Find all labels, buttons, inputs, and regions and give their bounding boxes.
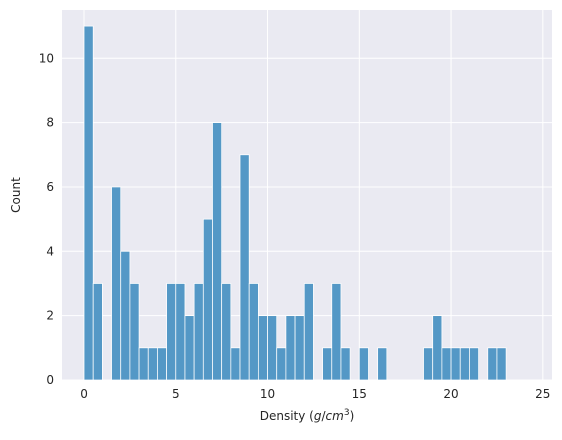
y-tick-label: 2: [46, 309, 54, 323]
x-axis-label-unit-g: g: [314, 409, 322, 423]
histogram-bar: [248, 283, 259, 381]
histogram-bar: [377, 347, 388, 381]
histogram-bar: [212, 122, 223, 381]
histogram-bar: [276, 347, 287, 381]
histogram-bar: [322, 347, 333, 381]
histogram-bar: [432, 315, 443, 381]
histogram-bar: [157, 347, 167, 381]
histogram-bar: [487, 347, 498, 381]
histogram-bar: [166, 283, 177, 381]
y-tick-label: 8: [46, 116, 54, 130]
histogram-bar: [340, 347, 351, 381]
y-axis-label: Count: [9, 177, 23, 213]
tick-labels: 0 5 10 15 20 25 0 2 4 6 8 10: [39, 51, 551, 401]
x-axis-label-prefix: Density (: [260, 409, 314, 423]
histogram-bar: [120, 250, 131, 381]
histogram-bar: [294, 315, 305, 381]
x-tick-label: 5: [172, 387, 180, 401]
grid-lines: [62, 10, 552, 381]
histogram-bar: [450, 347, 461, 381]
histogram-bar: [184, 315, 195, 381]
histogram-bar: [303, 283, 314, 381]
histogram-bar: [92, 283, 103, 381]
x-axis-label-suffix: ): [350, 409, 355, 423]
x-axis-label-slash: /: [321, 409, 326, 423]
histogram-bar: [83, 25, 94, 381]
histogram-bar: [193, 283, 204, 381]
histogram-bar: [423, 347, 434, 381]
histogram-bar: [358, 347, 369, 381]
bars: [83, 25, 507, 381]
x-tick-label: 0: [80, 387, 88, 401]
histogram-bar: [469, 347, 479, 381]
histogram-bar: [221, 283, 232, 381]
x-axis-label-exponent: 3: [344, 408, 350, 418]
x-axis-label-unit-cm: cm: [326, 409, 344, 423]
histogram-bar: [111, 186, 122, 381]
x-tick-label: 20: [443, 387, 458, 401]
y-tick-label: 10: [39, 51, 54, 65]
y-tick-label: 4: [46, 244, 54, 258]
histogram-bar: [202, 218, 213, 381]
histogram-bar: [267, 315, 278, 381]
y-tick-label: 0: [46, 373, 54, 387]
histogram-bar: [175, 283, 186, 381]
histogram-bar: [129, 283, 140, 381]
histogram-bar: [230, 347, 241, 381]
histogram-bar: [147, 347, 158, 381]
histogram-bar: [459, 347, 470, 381]
x-tick-label: 25: [535, 387, 550, 401]
histogram-bar: [257, 315, 268, 381]
x-tick-label: 10: [260, 387, 275, 401]
histogram-bar: [496, 347, 507, 381]
y-tick-label: 6: [46, 180, 54, 194]
x-axis-label: Density (g/cm3): [260, 408, 355, 423]
histogram-bar: [138, 347, 149, 381]
x-tick-label: 15: [352, 387, 367, 401]
histogram-bar: [285, 315, 296, 381]
histogram-bar: [441, 347, 452, 381]
histogram-bar: [331, 283, 342, 381]
histogram-bar: [239, 154, 250, 381]
